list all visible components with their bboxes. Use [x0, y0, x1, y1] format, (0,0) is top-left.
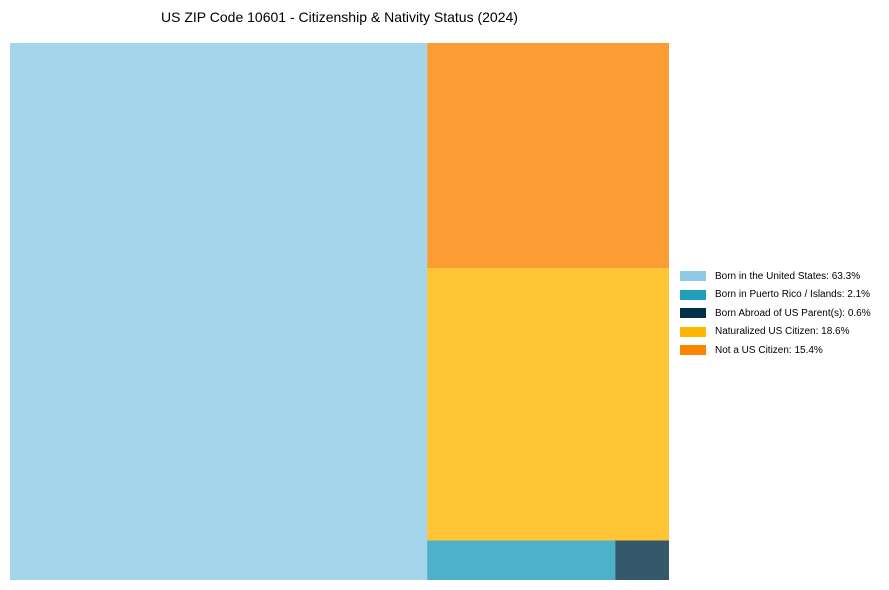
- legend: Born in the United States: 63.3% Born in …: [680, 267, 871, 360]
- legend-swatch: [680, 289, 706, 300]
- legend-swatch: [680, 345, 706, 356]
- legend-label: Born in the United States: 63.3%: [715, 270, 861, 282]
- legend-item: Not a US Citizen: 15.4%: [680, 341, 871, 360]
- legend-swatch: [680, 326, 706, 337]
- legend-label: Not a US Citizen: 15.4%: [715, 344, 823, 356]
- legend-label: Born in Puerto Rico / Islands: 2.1%: [715, 289, 871, 301]
- treemap-tile-born-in-the-united-states: [10, 43, 428, 580]
- legend-item: Born Abroad of US Parent(s): 0.6%: [680, 304, 871, 323]
- treemap-tile-born-in-puerto-rico-islands: [427, 540, 616, 580]
- legend-label: Born Abroad of US Parent(s): 0.6%: [715, 307, 871, 319]
- legend-item: Born in the United States: 63.3%: [680, 267, 871, 286]
- legend-item: Naturalized US Citizen: 18.6%: [680, 323, 871, 342]
- legend-swatch: [680, 308, 706, 319]
- legend-swatch: [680, 271, 706, 282]
- legend-item: Born in Puerto Rico / Islands: 2.1%: [680, 286, 871, 305]
- chart-title: US ZIP Code 10601 - Citizenship & Nativi…: [161, 9, 518, 25]
- treemap-tile-naturalized-us-citizen: [427, 268, 669, 541]
- treemap-tile-not-a-us-citizen: [427, 43, 669, 269]
- legend-label: Naturalized US Citizen: 18.6%: [715, 326, 850, 338]
- treemap-tile-born-abroad-of-us-parent-s-: [615, 540, 669, 580]
